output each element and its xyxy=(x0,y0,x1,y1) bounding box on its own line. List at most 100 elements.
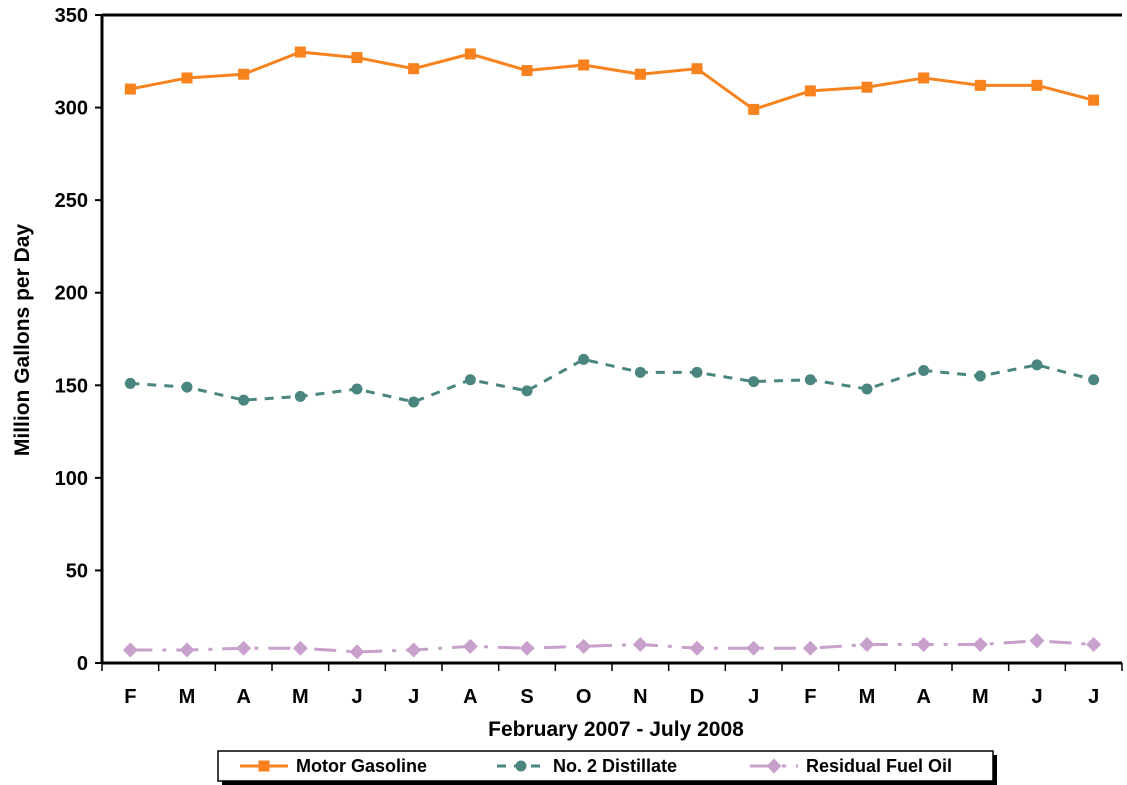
x-tick-label: D xyxy=(690,686,704,708)
data-point xyxy=(181,72,193,84)
x-tick-label: N xyxy=(633,686,647,708)
data-point xyxy=(576,638,592,654)
data-point xyxy=(349,644,365,660)
x-tick-label: J xyxy=(408,686,419,708)
data-point xyxy=(691,63,703,75)
data-point xyxy=(1086,636,1102,652)
data-point xyxy=(124,377,136,389)
x-tick-label: M xyxy=(859,686,876,708)
data-point xyxy=(238,68,250,80)
data-point xyxy=(861,383,873,395)
legend-items: Motor Gasoline No. 2 Distillate Residual F… xyxy=(240,756,952,776)
x-tick-label: J xyxy=(748,686,759,708)
legend-item-0: Motor Gasoline xyxy=(240,756,427,776)
x-tick-label: A xyxy=(236,686,250,708)
data-point xyxy=(748,103,760,115)
x-tick-label: J xyxy=(1031,686,1042,708)
y-tick-label: 300 xyxy=(55,98,88,120)
data-point xyxy=(972,636,988,652)
data-point xyxy=(1088,374,1100,386)
data-point xyxy=(122,642,138,658)
series-0 xyxy=(124,46,1100,115)
data-point xyxy=(1088,94,1100,106)
data-point xyxy=(521,385,533,397)
data-point xyxy=(1031,359,1043,371)
data-point xyxy=(691,366,703,378)
legend-marker-swatch xyxy=(258,760,270,772)
data-point xyxy=(408,63,420,75)
data-point xyxy=(408,396,420,408)
data-point xyxy=(519,640,535,656)
data-point xyxy=(746,640,762,656)
data-point xyxy=(632,636,648,652)
y-tick-label: 200 xyxy=(55,283,88,305)
y-tick-label: 150 xyxy=(55,375,88,397)
series-line xyxy=(130,50,1095,111)
data-point xyxy=(351,52,363,64)
x-tick-label: J xyxy=(1088,686,1099,708)
plot-area xyxy=(100,13,1122,665)
y-tick-label: 250 xyxy=(55,190,88,212)
legend-item-2: Residual Fuel Oil xyxy=(750,756,952,776)
data-point xyxy=(578,353,590,365)
x-tick-label: A xyxy=(916,686,930,708)
data-point xyxy=(634,68,646,80)
legend-item-1: No. 2 Distillate xyxy=(497,756,677,776)
data-point xyxy=(1031,79,1043,91)
data-point xyxy=(859,636,875,652)
x-tick-label: M xyxy=(972,686,989,708)
data-point xyxy=(236,640,252,656)
x-tick-label: F xyxy=(804,686,816,708)
data-point xyxy=(292,640,308,656)
series-line xyxy=(130,357,1095,404)
data-point xyxy=(351,383,363,395)
data-point xyxy=(804,85,816,97)
legend: Motor Gasoline No. 2 Distillate Residual F… xyxy=(217,750,997,785)
legend-box xyxy=(217,750,994,782)
x-tick-label: J xyxy=(351,686,362,708)
data-point xyxy=(918,72,930,84)
data-point xyxy=(634,366,646,378)
y-axis-title: Million Gallons per Day xyxy=(11,224,34,457)
data-point xyxy=(804,374,816,386)
legend-label: Residual Fuel Oil xyxy=(806,756,952,776)
legend-marker-swatch xyxy=(515,760,527,772)
x-tick-label: A xyxy=(463,686,477,708)
x-tick-label: S xyxy=(520,686,533,708)
data-point xyxy=(238,394,250,406)
data-point xyxy=(802,640,818,656)
series-1 xyxy=(124,353,1100,408)
x-tick-label: M xyxy=(292,686,309,708)
data-point xyxy=(462,638,478,654)
legend-label: No. 2 Distillate xyxy=(553,756,677,776)
x-tick-label: M xyxy=(179,686,196,708)
data-point xyxy=(918,364,930,376)
x-axis-title: February 2007 - July 2008 xyxy=(488,718,744,741)
data-point xyxy=(294,46,306,58)
y-tick-label: 0 xyxy=(77,653,88,675)
data-point xyxy=(578,59,590,71)
data-point xyxy=(916,636,932,652)
data-point xyxy=(124,83,136,95)
data-point xyxy=(179,642,195,658)
y-tick-label: 50 xyxy=(66,560,88,582)
data-point xyxy=(974,370,986,382)
data-point xyxy=(294,390,306,402)
data-point xyxy=(464,48,476,60)
data-point xyxy=(689,640,705,656)
data-point xyxy=(181,381,193,393)
x-tick-label: F xyxy=(124,686,136,708)
data-point xyxy=(521,65,533,77)
series-layer xyxy=(122,46,1102,660)
y-axis-ticks: 0 50 100 150 200 250 300 350 xyxy=(55,5,102,675)
data-point xyxy=(1029,633,1045,649)
series-line xyxy=(130,639,1094,654)
data-point xyxy=(861,81,873,93)
y-tick-label: 100 xyxy=(55,468,88,490)
data-point xyxy=(748,376,760,388)
y-tick-label: 350 xyxy=(55,5,88,27)
data-point xyxy=(974,79,986,91)
data-point xyxy=(406,642,422,658)
